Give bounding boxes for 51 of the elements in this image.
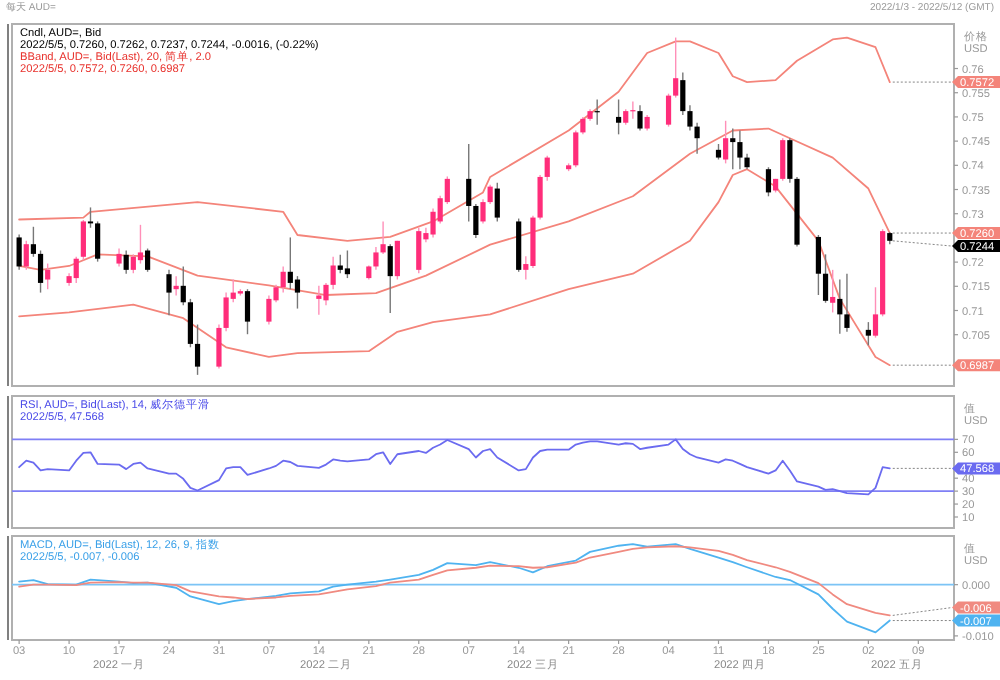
candlestick <box>494 182 500 223</box>
candlestick <box>872 286 879 339</box>
candlestick <box>544 154 550 182</box>
candlestick <box>287 236 293 290</box>
candlestick <box>637 104 643 132</box>
candlestick <box>30 226 37 258</box>
candlestick <box>780 137 786 182</box>
candlestick <box>665 92 672 128</box>
candlestick <box>95 220 101 263</box>
candlestick <box>73 256 79 284</box>
candlestick <box>865 321 871 347</box>
candlestick <box>280 265 286 294</box>
candlestick <box>387 243 393 314</box>
line-series <box>18 36 891 242</box>
candlestick <box>815 234 822 296</box>
candlestick <box>673 36 679 99</box>
candlestick <box>187 298 194 348</box>
candlestick <box>466 143 472 223</box>
candlestick <box>822 253 829 304</box>
candlestick <box>180 265 186 306</box>
candlestick <box>837 278 843 335</box>
line-series <box>18 168 891 367</box>
line-series <box>18 438 891 496</box>
candlestick <box>737 129 743 170</box>
candlestick <box>723 120 729 165</box>
candlestick <box>137 224 144 265</box>
candlestick <box>294 275 301 310</box>
candlestick <box>130 253 136 274</box>
candlestick <box>80 219 86 261</box>
candlestick <box>45 262 51 290</box>
candlestick <box>194 323 201 376</box>
candlestick <box>144 247 151 273</box>
candlestick <box>394 240 400 281</box>
candlestick <box>344 249 351 279</box>
candlestick <box>730 127 736 170</box>
candlestick <box>830 269 836 314</box>
candlestick <box>473 203 479 239</box>
line-series <box>18 543 891 634</box>
candlestick <box>573 129 579 168</box>
candlestick <box>16 233 22 271</box>
candlestick <box>166 269 172 317</box>
candlestick <box>123 249 129 275</box>
candlestick <box>23 240 29 271</box>
candlestick <box>765 166 772 197</box>
candlestick <box>844 273 850 333</box>
candlestick <box>416 227 422 274</box>
candlestick <box>337 254 343 274</box>
candlestick <box>615 98 622 136</box>
candlestick <box>87 206 94 229</box>
candlestick <box>244 288 251 335</box>
candlestick <box>37 249 44 294</box>
